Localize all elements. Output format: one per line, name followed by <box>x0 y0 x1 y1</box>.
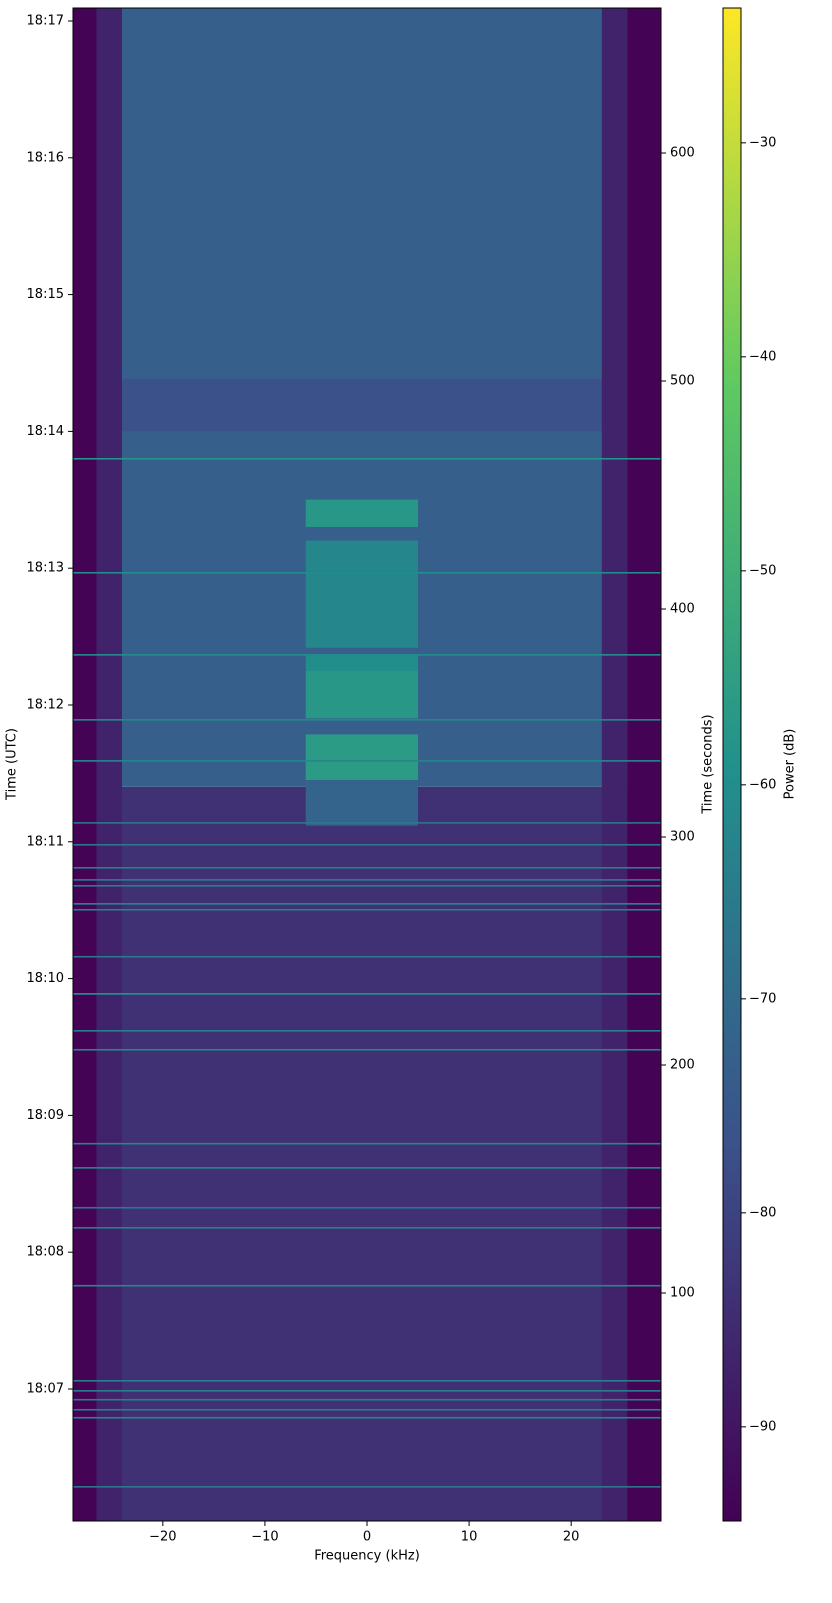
signal-line <box>73 1380 661 1382</box>
signal-line <box>73 571 661 574</box>
signal-line <box>73 903 661 905</box>
signal-line <box>73 843 661 846</box>
heat-region <box>73 8 97 1521</box>
signal-line <box>73 1227 661 1229</box>
y-tick-label: 18:14 <box>27 424 64 439</box>
y2-tick-label: 200 <box>670 1058 695 1073</box>
colorbar-tick-label: −30 <box>749 135 776 150</box>
signal-line <box>73 1142 661 1145</box>
x-tick-label: 20 <box>563 1530 580 1545</box>
y-tick-label: 18:15 <box>27 287 64 302</box>
signal-line <box>73 719 661 721</box>
signal-line <box>73 1206 661 1209</box>
colorbar-label: Power (dB) <box>783 729 798 800</box>
heat-region <box>601 8 628 1521</box>
heat-region <box>305 654 419 671</box>
y-tick-label: 18:17 <box>27 13 64 28</box>
colorbar-tick-label: −40 <box>749 349 776 364</box>
x-tick-label: 0 <box>363 1530 371 1545</box>
signal-line <box>73 867 661 869</box>
signal-line <box>73 908 661 911</box>
heat-region <box>305 670 419 719</box>
signal-line <box>73 1048 661 1051</box>
y-tick-label: 18:12 <box>27 697 64 712</box>
colorbar-tick-label: −70 <box>749 991 776 1006</box>
signal-line <box>73 1398 661 1401</box>
y2-tick-label: 500 <box>670 374 695 389</box>
heat-region <box>73 378 661 432</box>
y2-tick-label: 400 <box>670 602 695 617</box>
signal-line <box>73 1390 661 1392</box>
y-tick-label: 18:11 <box>27 834 64 849</box>
colorbar-tick-label: −60 <box>749 777 776 792</box>
heat-region <box>305 780 419 826</box>
x-tick-label: 10 <box>461 1530 478 1545</box>
x-tick-label: −20 <box>149 1530 176 1545</box>
colorbar-tick-label: −50 <box>749 563 776 578</box>
heat-region <box>305 499 419 527</box>
signal-line <box>73 457 661 460</box>
heat-region <box>305 540 419 648</box>
heat-region <box>627 8 661 1521</box>
y2-tick-label: 100 <box>670 1286 695 1301</box>
spectrogram <box>73 8 661 1521</box>
x-axis-label: Frequency (kHz) <box>314 1549 420 1564</box>
signal-line <box>73 1416 661 1419</box>
signal-line <box>73 654 661 656</box>
colorbar-tick-label: −80 <box>749 1205 776 1220</box>
signal-line <box>73 1486 661 1488</box>
y-tick-label: 18:13 <box>27 561 64 576</box>
signal-line <box>73 822 661 824</box>
signal-line <box>73 879 661 881</box>
y2-tick-label: 300 <box>670 830 695 845</box>
signal-line <box>73 760 661 762</box>
signal-line <box>73 1284 661 1287</box>
y-tick-label: 18:08 <box>27 1245 64 1260</box>
y-tick-label: 18:09 <box>27 1108 64 1123</box>
signal-line <box>73 1030 661 1032</box>
heat-region <box>96 8 122 1521</box>
signal-line <box>73 1167 661 1169</box>
y-axis-label: Time (UTC) <box>5 728 20 801</box>
x-tick-label: −10 <box>251 1530 278 1545</box>
y-tick-label: 18:07 <box>27 1381 64 1396</box>
signal-line <box>73 993 661 995</box>
y-tick-label: 18:10 <box>27 971 64 986</box>
colorbar-tick-label: −90 <box>749 1419 776 1434</box>
y2-tick-label: 600 <box>670 146 695 161</box>
y-tick-label: 18:16 <box>27 150 64 165</box>
colorbar <box>722 7 742 1522</box>
heat-region <box>73 786 661 1521</box>
heat-region <box>305 734 419 781</box>
y2-axis-label: Time (seconds) <box>701 714 716 814</box>
signal-line <box>73 885 661 887</box>
signal-line <box>73 1408 661 1411</box>
signal-line <box>73 955 661 958</box>
